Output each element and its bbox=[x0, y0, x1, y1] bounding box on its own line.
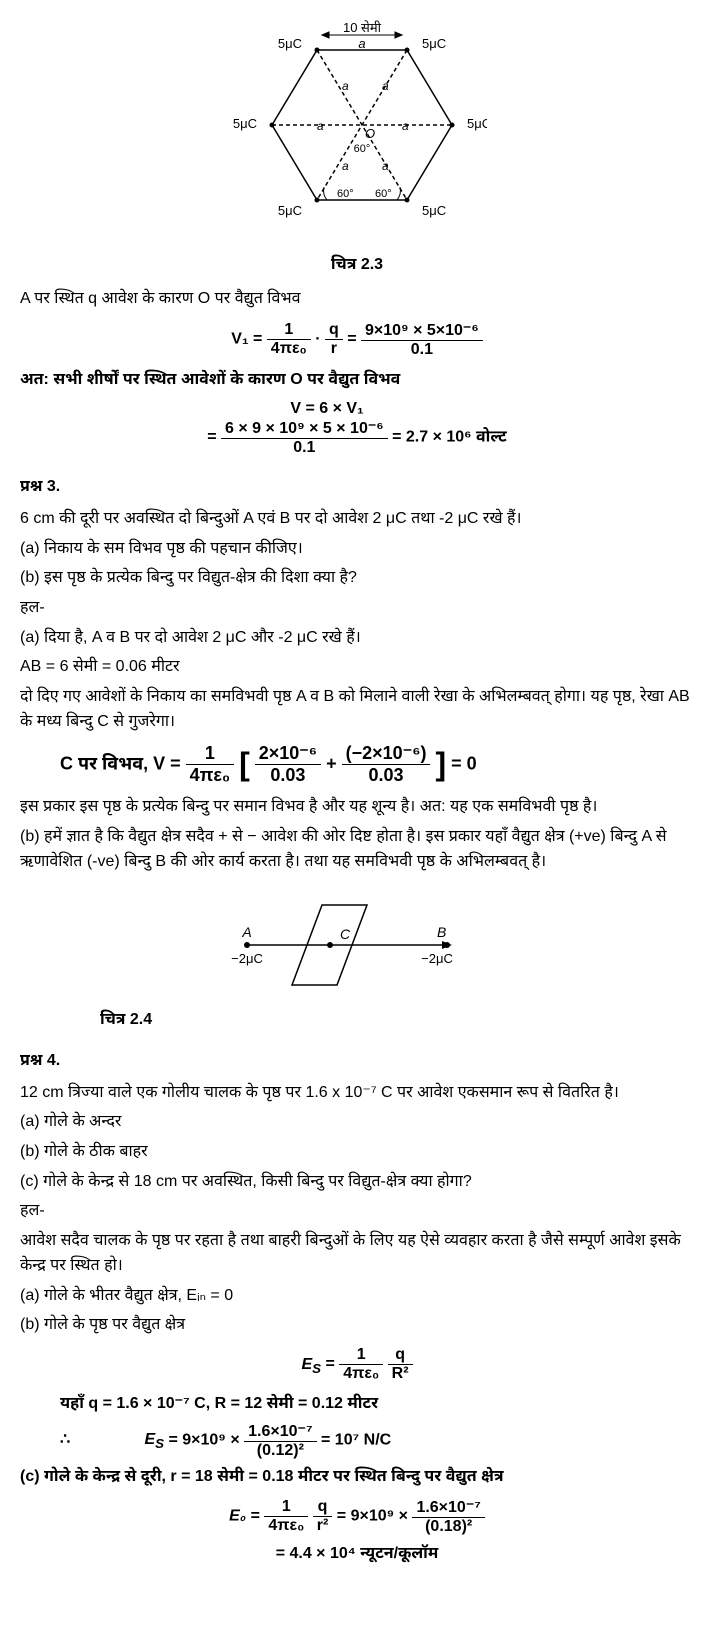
edge-a-4: a bbox=[402, 119, 409, 133]
angle-bl: 60° bbox=[337, 188, 354, 200]
section1-line1: A पर स्थित q आवेश के कारण O पर वैद्युत व… bbox=[20, 286, 694, 312]
q4-eq-e0-result: = 4.4 × 10⁴ न्यूटन/कूलॉम bbox=[20, 1544, 694, 1565]
dipole-figure: A C B −2μC −2μC चित्र 2.4 bbox=[20, 885, 694, 1031]
hexagon-figure: 10 सेमी a 5μC 5μC 5μC 5μC 5μC 5μC O 60° … bbox=[20, 20, 694, 276]
side-measurement: 10 सेमी bbox=[343, 20, 382, 35]
q3-equation: C पर विभव, V = 14πε₀ [ 2×10⁻⁶0.03 + (−2×… bbox=[60, 743, 694, 786]
q4-line11: (c) गोले के केन्द्र से दूरी, r = 18 सेमी… bbox=[20, 1464, 694, 1490]
q4-line8: (b) गोले के पृष्ठ पर वैद्युत क्षेत्र bbox=[20, 1312, 694, 1338]
q4-heading: प्रश्न 4. bbox=[20, 1051, 694, 1072]
angle-br: 60° bbox=[375, 188, 392, 200]
angle-center: 60° bbox=[354, 143, 371, 155]
q4-line4: (c) गोले के केन्द्र से 18 cm पर अवस्थित,… bbox=[20, 1169, 694, 1195]
edge-a-3: a bbox=[317, 119, 324, 133]
q3-line1: 6 cm की दूरी पर अवस्थित दो बिन्दुओं A एव… bbox=[20, 506, 694, 532]
center-o: O bbox=[365, 126, 375, 141]
q3-line6: AB = 6 सेमी = 0.06 मीटर bbox=[20, 654, 694, 680]
q4-line7: (a) गोले के भीतर वैद्युत क्षेत्र, Eᵢₙ = … bbox=[20, 1283, 694, 1309]
q3-heading: प्रश्न 3. bbox=[20, 477, 694, 498]
q4-line5: हल- bbox=[20, 1198, 694, 1224]
q3-line9: (b) हमें ज्ञात है कि वैद्युत क्षेत्र सदै… bbox=[20, 824, 694, 875]
q4-line9: यहाँ q = 1.6 × 10⁻⁷ C, R = 12 सेमी = 0.1… bbox=[60, 1391, 694, 1417]
q4-line6: आवेश सदैव चालक के पृष्ठ पर रहता है तथा ब… bbox=[20, 1228, 694, 1279]
charge-tr: 5μC bbox=[422, 36, 446, 51]
q4-line1: 12 cm त्रिज्या वाले एक गोलीय चालक के पृष… bbox=[20, 1080, 694, 1106]
q4-eq-es2: ∴ ES = 9×10⁹ × 1.6×10⁻⁷(0.12)² = 10⁷ N/C bbox=[60, 1421, 694, 1460]
section1-line2: अत: सभी शीर्षों पर स्थित आवेशों के कारण … bbox=[20, 367, 694, 393]
q4-line2: (a) गोले के अन्दर bbox=[20, 1109, 694, 1135]
charge-bl: 5μC bbox=[278, 203, 302, 218]
q4-eq-es: ES = 14πε₀ qR² bbox=[20, 1346, 694, 1383]
q3-line3: (b) इस पृष्ठ के प्रत्येक बिन्दु पर विद्य… bbox=[20, 565, 694, 591]
dipole-svg: A C B −2μC −2μC bbox=[227, 885, 487, 1005]
hexagon-svg: 10 सेमी a 5μC 5μC 5μC 5μC 5μC 5μC O 60° … bbox=[227, 20, 487, 250]
equation-v: V = 6 × V₁ = 6 × 9 × 10⁹ × 5 × 10⁻⁶0.1 =… bbox=[20, 400, 694, 457]
q3-line5: (a) दिया है, A व B पर दो आवेश 2 μC और -2… bbox=[20, 625, 694, 651]
dipole-caption: चित्र 2.4 bbox=[100, 1010, 694, 1031]
q3-line4: हल- bbox=[20, 595, 694, 621]
q4-line3: (b) गोले के ठीक बाहर bbox=[20, 1139, 694, 1165]
dipole-charge-a: −2μC bbox=[231, 951, 263, 966]
edge-a-5: a bbox=[342, 159, 349, 173]
hexagon-caption: चित्र 2.3 bbox=[20, 255, 694, 276]
charge-tl: 5μC bbox=[278, 36, 302, 51]
q3-line2: (a) निकाय के सम विभव पृष्ठ की पहचान कीजि… bbox=[20, 536, 694, 562]
dipole-charge-b: −2μC bbox=[421, 951, 453, 966]
q4-eq-e0: E₀ = 14πε₀ qr² = 9×10⁹ × 1.6×10⁻⁷(0.18)² bbox=[20, 1497, 694, 1536]
edge-a-1: a bbox=[342, 79, 349, 93]
dipole-a: A bbox=[241, 924, 251, 940]
dipole-b: B bbox=[437, 924, 446, 940]
q3-line8: इस प्रकार इस पृष्ठ के प्रत्येक बिन्दु पर… bbox=[20, 794, 694, 820]
charge-ml: 5μC bbox=[233, 116, 257, 131]
equation-v1: V₁ = 14πε₀ · qr = 9×10⁹ × 5×10⁻⁶0.1 bbox=[20, 320, 694, 359]
charge-br: 5μC bbox=[422, 203, 446, 218]
q3-line7: दो दिए गए आवेशों के निकाय का समविभवी पृष… bbox=[20, 684, 694, 735]
edge-a-6: a bbox=[382, 159, 389, 173]
charge-mr: 5μC bbox=[467, 116, 487, 131]
dipole-c: C bbox=[340, 926, 351, 942]
edge-a-top: a bbox=[358, 36, 365, 51]
edge-a-2: a bbox=[382, 79, 389, 93]
